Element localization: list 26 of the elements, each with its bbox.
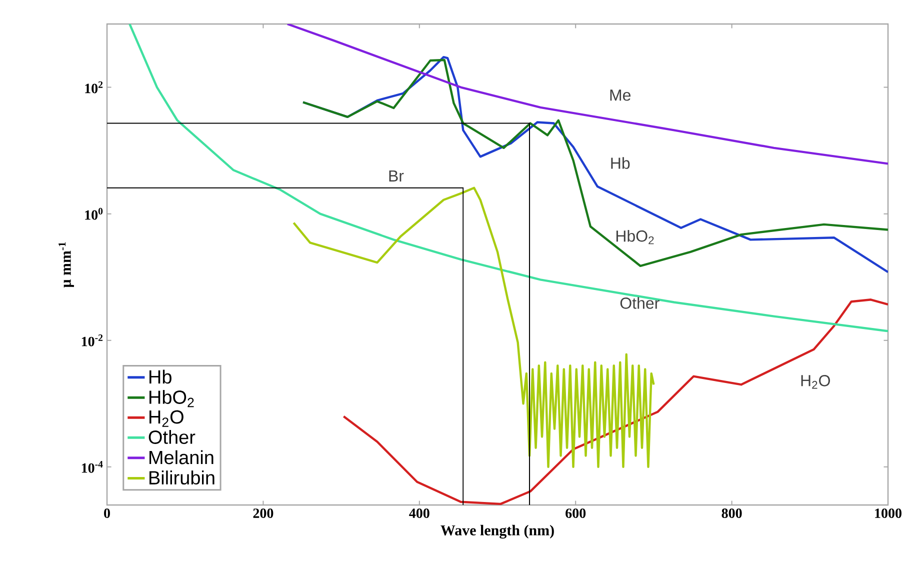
y-tick-label: 10$^{-2}$ (82, 334, 103, 346)
x-tick-label: 1000 (875, 508, 902, 518)
annotation: Other (620, 297, 660, 309)
legend-label: Melanin (150, 450, 214, 464)
x-tick-label: 600 (566, 508, 586, 518)
annotation: Br (389, 170, 404, 182)
annotation: H$_{2}$O (801, 374, 830, 389)
line-series (342, 298, 888, 506)
annotation: HbO$_{2}$ (616, 230, 654, 244)
legend-label: H$_{2}$O (150, 410, 184, 427)
x-tick-label: 0 (104, 508, 110, 518)
annotation: Me (610, 90, 631, 101)
legend-label: Other (148, 430, 196, 444)
legend-label: Bilirubin (150, 470, 214, 485)
x-tick-label: 200 (253, 508, 274, 518)
x-axis-title: Wave length (nm) (440, 524, 554, 539)
legend-label: Hb (150, 370, 172, 384)
y-tick-label: 10$^{2}$ (85, 81, 103, 94)
y-axis-title: μ mm$^{-1}$ (58, 242, 74, 288)
line-series (128, 24, 888, 332)
legend-label: HbO$_{2}$ (150, 390, 194, 408)
annotation: Hb (611, 157, 630, 169)
y-tick-label: 10$^{0}$ (85, 208, 103, 220)
x-tick-label: 800 (722, 508, 742, 518)
y-tick-label: 10$^{-4}$ (82, 461, 103, 473)
x-tick-label: 400 (409, 508, 430, 518)
